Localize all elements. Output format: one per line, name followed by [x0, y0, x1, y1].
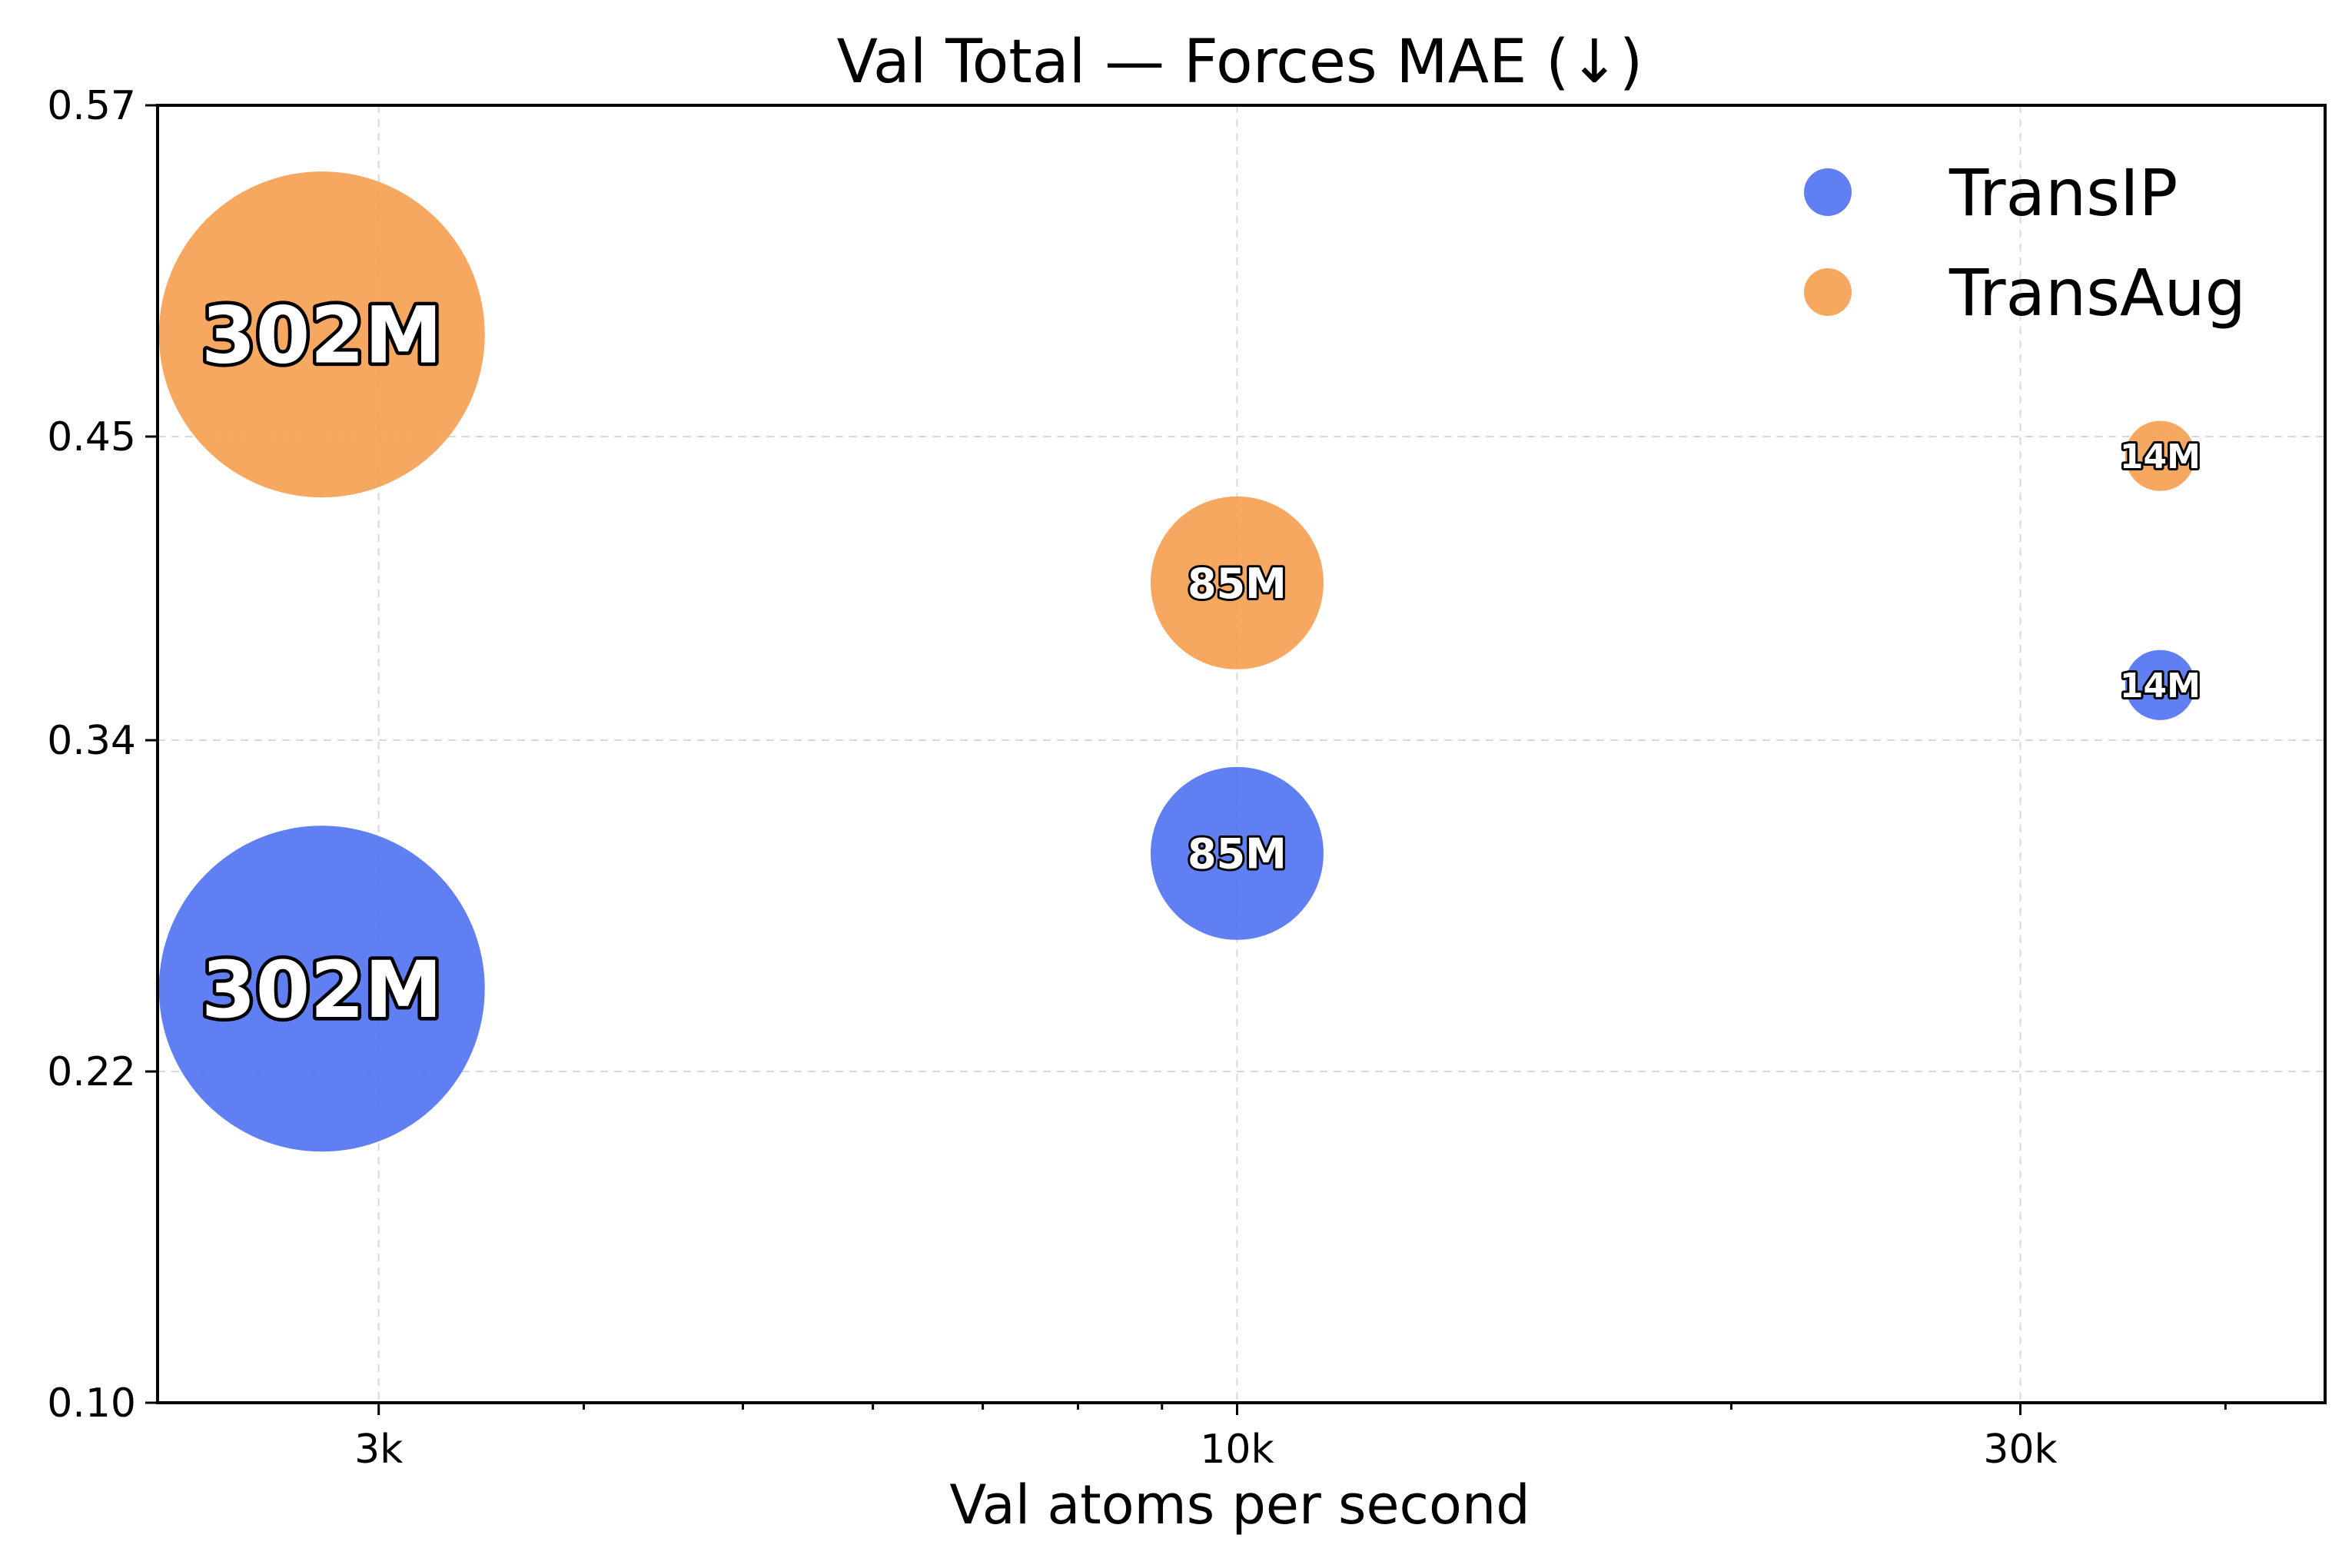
chart-title: Val Total — Forces MAE (↓): [837, 28, 1643, 97]
y-tick-label: 0.45: [47, 414, 136, 460]
bubble-transip-302m: [158, 826, 485, 1152]
bubble-size-label: 302M: [201, 291, 443, 381]
bubbles: [158, 171, 2196, 1152]
bubble-transaug-85m: [1150, 496, 1324, 669]
x-tick-label: 3k: [354, 1427, 403, 1473]
y-tick-label: 0.57: [47, 83, 136, 129]
legend-marker-transip: [1804, 168, 1852, 216]
bubble-transaug-14m: [2124, 420, 2196, 491]
legend-label-transaug: TransAug: [1948, 255, 2246, 331]
legend: TransIP TransAug: [1804, 155, 2246, 331]
bubble-size-label: 85M: [1188, 830, 1287, 879]
bubble-size-label: 85M: [1188, 560, 1287, 608]
x-tick-label: 10k: [1200, 1427, 1274, 1473]
axis-ticks: 0.10 0.22 0.34 0.45 0.57 3k 10k 30k: [47, 83, 2227, 1473]
bubble-size-label: 302M: [201, 945, 443, 1035]
y-tick-label: 0.34: [47, 718, 136, 764]
y-tick-label: 0.10: [47, 1380, 136, 1427]
bubble-transip-85m: [1150, 766, 1324, 940]
legend-label-transip: TransIP: [1948, 155, 2178, 231]
bubble-size-label: 14M: [2120, 666, 2201, 706]
legend-marker-transaug: [1804, 268, 1852, 316]
bubble-size-label: 14M: [2120, 437, 2201, 477]
grid: [158, 105, 2325, 1403]
y-tick-label: 0.22: [47, 1049, 136, 1095]
plot-area-frame: [156, 104, 2327, 1404]
bubble-transaug-302m: [158, 171, 485, 498]
x-axis-label: Val atoms per second: [949, 1473, 1530, 1536]
bubble-labels: 302M 85M 14M 302M 85M 14M: [198, 287, 2203, 1038]
x-tick-label: 30k: [1983, 1427, 2057, 1473]
bubble-transip-14m: [2124, 649, 2196, 720]
